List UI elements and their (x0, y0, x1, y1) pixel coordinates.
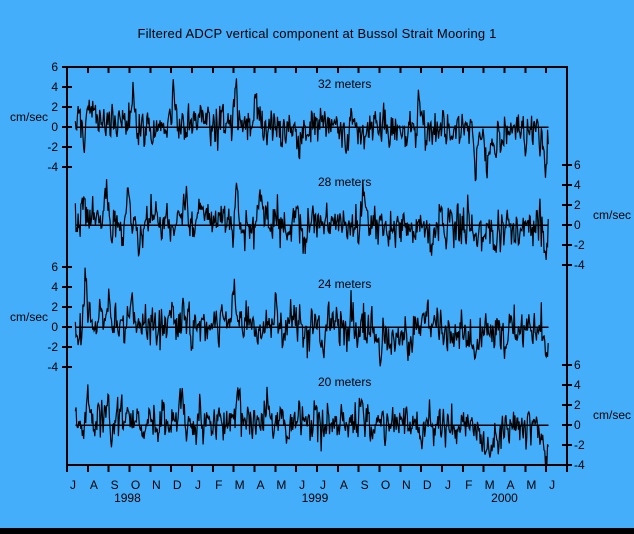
month-tick-label: M (235, 478, 245, 492)
month-tick-label: J (299, 478, 305, 492)
y-tick-label: -2 (574, 438, 585, 452)
axis-unit-label: cm/sec (593, 408, 631, 422)
y-tick-label: 4 (51, 280, 58, 294)
y-tick-label: -2 (47, 140, 58, 154)
trace-28-meters (74, 179, 549, 261)
axes-group (62, 66, 572, 472)
y-tick-label: 6 (51, 60, 58, 74)
month-tick-label: A (256, 478, 264, 492)
trace-32-meters (74, 78, 549, 182)
month-tick-label: M (485, 478, 495, 492)
month-tick-label: O (131, 478, 140, 492)
chart-title: Filtered ADCP vertical component at Buss… (137, 26, 497, 41)
y-tick-label: 6 (574, 158, 581, 172)
panel-depth-label: 32 meters (318, 77, 371, 91)
axis-unit-label: cm/sec (10, 110, 48, 124)
labels-group: 6 4 2 0 -2 -4 cm/sec 32 meters 6 4 2 0 -2 -4 cm/sec 28 … (10, 60, 631, 505)
month-tick-label: J (445, 478, 451, 492)
month-tick-label: D (423, 478, 432, 492)
panel-depth-label: 20 meters (318, 375, 371, 389)
month-tick-label: J (549, 478, 555, 492)
y-tick-label: -2 (574, 238, 585, 252)
year-label: 2000 (491, 491, 518, 505)
month-tick-label: D (173, 478, 182, 492)
month-tick-label: J (70, 478, 76, 492)
month-tick-label: A (340, 478, 348, 492)
trace-20-meters (74, 384, 549, 466)
panel-depth-label: 28 meters (318, 175, 371, 189)
axis-unit-label: cm/sec (593, 208, 631, 222)
y-tick-label: 2 (51, 300, 58, 314)
month-tick-label: N (402, 478, 411, 492)
y-tick-label: 2 (574, 198, 581, 212)
y-tick-label: -4 (47, 160, 58, 174)
y-tick-label: 2 (51, 100, 58, 114)
trace-24-meters (74, 267, 549, 367)
y-tick-label: 6 (51, 260, 58, 274)
y-tick-label: -4 (574, 258, 585, 272)
y-tick-label: 0 (574, 218, 581, 232)
month-tick-label: S (361, 478, 369, 492)
month-tick-label: S (111, 478, 119, 492)
month-tick-label: J (195, 478, 201, 492)
window-edge-bar (0, 528, 634, 534)
axis-unit-label: cm/sec (10, 310, 48, 324)
y-tick-label: 6 (574, 358, 581, 372)
year-label: 1998 (114, 491, 141, 505)
month-tick-label: O (381, 478, 390, 492)
y-tick-label: -4 (47, 360, 58, 374)
y-tick-label: -4 (574, 458, 585, 472)
month-tick-label: A (506, 478, 514, 492)
month-tick-label: N (152, 478, 161, 492)
y-tick-label: 0 (51, 320, 58, 334)
y-tick-label: 0 (51, 120, 58, 134)
month-tick-label: F (465, 478, 472, 492)
y-tick-label: 4 (574, 178, 581, 192)
month-tick-label: M (276, 478, 286, 492)
y-tick-label: 0 (574, 418, 581, 432)
month-tick-label: J (320, 478, 326, 492)
month-tick-label: A (90, 478, 98, 492)
month-tick-label: F (215, 478, 222, 492)
y-tick-label: -2 (47, 340, 58, 354)
year-label: 1999 (302, 491, 329, 505)
y-tick-label: 4 (574, 378, 581, 392)
month-tick-label: M (526, 478, 536, 492)
y-tick-label: 2 (574, 398, 581, 412)
panel-depth-label: 24 meters (318, 277, 371, 291)
y-tick-label: 4 (51, 80, 58, 94)
